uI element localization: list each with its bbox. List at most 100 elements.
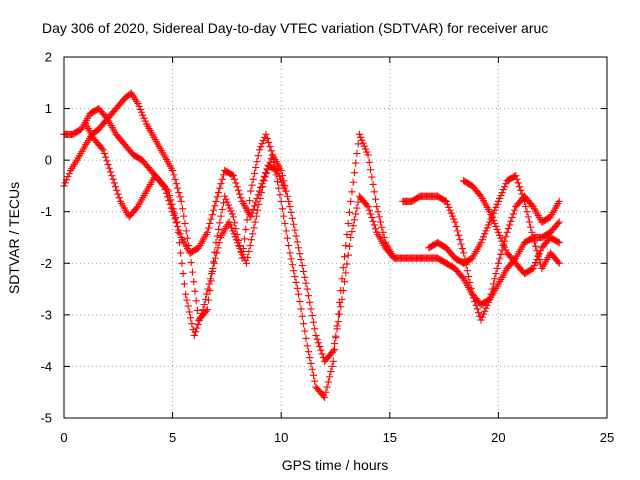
data-point [303,342,311,350]
data-point [525,218,534,226]
data-point [329,357,337,365]
data-point [348,188,356,196]
data-point [299,267,308,275]
data-point [178,259,186,267]
data-point [319,392,327,400]
data-point [248,181,256,189]
data-point [350,216,359,224]
data-point [250,224,258,232]
data-point [165,197,173,205]
data-point [335,310,344,318]
data-point [380,233,388,242]
data-point [349,178,357,186]
data-point [170,211,178,219]
data-point [172,219,180,227]
data-point [211,254,220,262]
data-point [297,305,305,313]
data-point [309,318,318,326]
data-point [180,212,188,220]
data-point [458,273,467,281]
data-point [133,204,141,212]
data-point [109,175,117,183]
data-point [455,231,463,239]
data-point [354,198,362,206]
data-point [242,225,250,233]
data-point [166,200,174,208]
y-tick-label: -5 [40,411,52,426]
data-point [364,202,372,211]
data-point [184,302,192,310]
data-point [211,202,219,210]
data-point [113,186,121,194]
data-point [486,295,494,303]
data-point [281,187,290,195]
data-point [467,284,475,292]
data-point [339,264,347,272]
data-point [285,197,293,205]
data-point [309,371,318,379]
data-point [250,169,259,178]
data-point [316,342,324,351]
data-point [188,268,197,276]
data-point [266,143,274,151]
data-point [198,309,206,317]
data-point [304,292,313,300]
data-point [339,286,347,295]
data-point [204,285,212,293]
data-point [472,301,480,309]
data-point [352,210,360,218]
data-point [473,305,481,313]
data-point [203,290,211,298]
data-point [352,159,360,167]
data-point [507,217,515,225]
data-point [206,286,214,295]
data-point [246,242,254,250]
data-point [338,295,346,303]
data-point [204,224,213,232]
data-point [301,327,309,335]
data-point [318,350,326,358]
data-point [554,219,562,228]
data-point [528,265,536,273]
data-point [373,202,381,211]
data-point [185,308,193,316]
data-point [281,219,289,228]
data-point [528,228,536,236]
data-point [291,272,299,281]
data-point [364,151,372,159]
data-point [555,259,563,267]
data-point [347,233,355,242]
data-point [554,238,562,246]
data-point [247,236,256,244]
data-point [520,197,529,205]
data-point [247,213,255,221]
data-point [292,232,300,240]
data-point [111,183,120,191]
data-point [301,273,309,281]
data-point [518,190,526,198]
data-point [497,250,505,259]
data-point [272,171,280,179]
data-point [244,253,252,261]
y-tick-label: 2 [45,50,52,65]
data-point [508,214,516,222]
data-point [515,183,524,191]
data-point [195,317,203,325]
data-point [167,204,175,212]
data-point [285,242,293,250]
data-point [64,173,72,181]
data-point [296,250,304,258]
data-point [190,278,198,286]
data-point [527,223,535,231]
data-point [169,166,177,175]
data-point [228,171,236,179]
data-point [532,242,540,250]
data-point [253,158,261,166]
data-point [248,209,256,217]
data-point [196,313,205,321]
data-point [529,233,537,242]
grid [64,57,607,418]
data-point [491,275,499,283]
data-point [101,153,110,161]
data-point [452,222,460,231]
